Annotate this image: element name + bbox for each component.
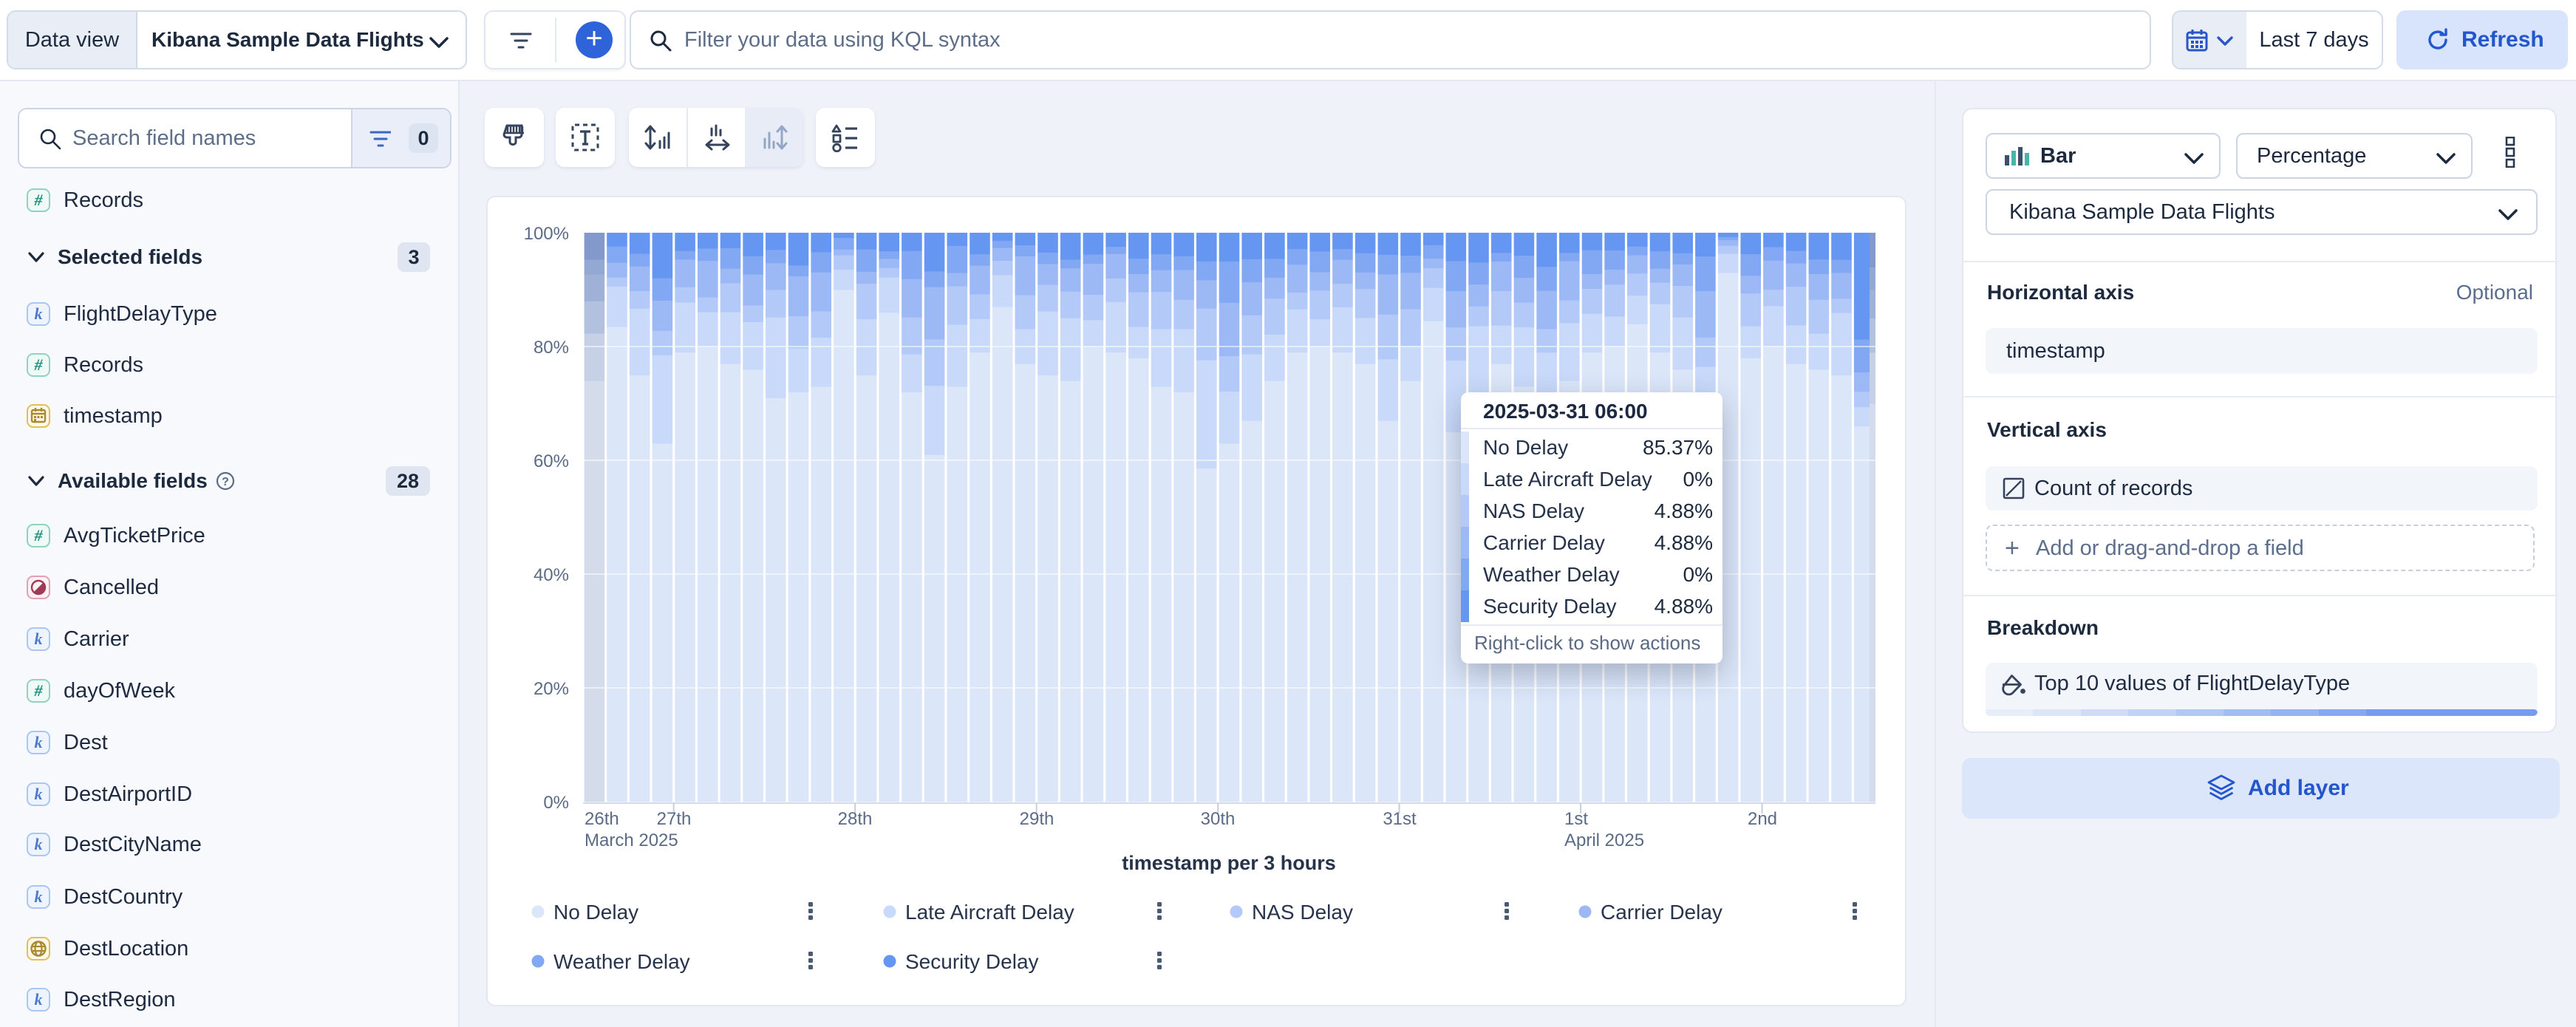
svg-text:March 2025: March 2025 (585, 830, 678, 850)
svg-text:27th: 27th (657, 809, 692, 829)
svg-text:Weather Delay: Weather Delay (553, 950, 690, 973)
svg-text:30th: 30th (1201, 809, 1236, 829)
svg-text:Security Delay: Security Delay (905, 950, 1039, 973)
svg-text:0%: 0% (543, 793, 569, 813)
svg-text:40%: 40% (534, 565, 569, 585)
svg-text:2nd: 2nd (1748, 809, 1777, 829)
svg-text:28th: 28th (838, 809, 873, 829)
svg-text:29th: 29th (1020, 809, 1054, 829)
svg-text:100%: 100% (524, 224, 569, 244)
svg-text:No Delay: No Delay (553, 901, 638, 924)
svg-text:80%: 80% (534, 338, 569, 358)
svg-text:20%: 20% (534, 679, 569, 699)
svg-text:26th: 26th (585, 809, 619, 829)
svg-text:Late Aircraft Delay: Late Aircraft Delay (905, 901, 1074, 924)
svg-text:31st: 31st (1383, 809, 1417, 829)
svg-text:1st: 1st (1564, 809, 1588, 829)
svg-text:?: ? (222, 476, 229, 488)
svg-text:timestamp per 3 hours: timestamp per 3 hours (1122, 852, 1336, 874)
svg-text:Carrier Delay: Carrier Delay (1601, 901, 1723, 924)
svg-text:April 2025: April 2025 (1564, 830, 1644, 850)
svg-text:60%: 60% (534, 451, 569, 471)
svg-text:NAS Delay: NAS Delay (1252, 901, 1353, 924)
